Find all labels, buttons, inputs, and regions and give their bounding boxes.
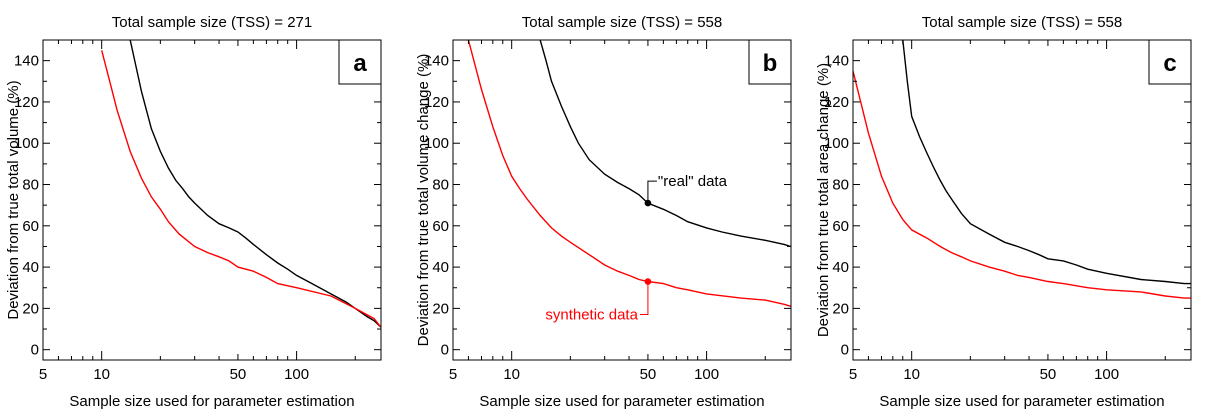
y-tick-label: 140 xyxy=(424,53,449,70)
y-tick-label: 60 xyxy=(832,218,849,235)
series-line-black xyxy=(902,40,1191,285)
y-tick-label: 80 xyxy=(832,177,849,194)
x-tick-label: 10 xyxy=(93,366,110,383)
y-tick-label: 0 xyxy=(31,342,39,359)
series-group xyxy=(101,40,381,328)
y-tick-label: 120 xyxy=(824,94,849,111)
panel-a: Total sample size (TSS) = 271 0 20 40 60 80 10… xyxy=(5,14,382,410)
series-group xyxy=(467,40,791,307)
x-tick-label: 50 xyxy=(640,366,657,383)
plot-frame xyxy=(452,39,792,361)
y-axis-label: Deviation from true total volume change … xyxy=(415,54,432,347)
panel-b: Total sample size (TSS) = 558 0 20 40 60 80 10… xyxy=(415,14,792,410)
y-tick-label: 100 xyxy=(824,135,849,152)
panel-label-box xyxy=(748,39,792,85)
real-data-leader xyxy=(647,180,657,204)
panel-title: Total sample size (TSS) = 558 xyxy=(522,14,723,31)
panel-c: Total sample size (TSS) = 558 0 20 40 60 80 10… xyxy=(815,14,1192,410)
synthetic-data-leader xyxy=(639,281,649,316)
panel-label: c xyxy=(1163,50,1176,77)
plot-frame xyxy=(42,39,382,361)
y-tick-label: 140 xyxy=(824,53,849,70)
series-group xyxy=(853,40,1191,299)
y-tick-label: 40 xyxy=(832,259,849,276)
panel-title: Total sample size (TSS) = 271 xyxy=(112,14,313,31)
x-tick-label: 10 xyxy=(503,366,520,383)
y-tick-label: 0 xyxy=(441,342,449,359)
x-axis-label: Sample size used for parameter estimatio… xyxy=(879,393,1164,410)
x-tick-label: 10 xyxy=(903,366,920,383)
y-tick-label: 140 xyxy=(14,53,39,70)
x-tick-label: 100 xyxy=(694,366,719,383)
y-tick-label: 20 xyxy=(432,300,449,317)
x-tick-label: 5 xyxy=(849,366,857,383)
y-tick-label: 60 xyxy=(22,218,39,235)
panel-label-box xyxy=(1148,39,1192,85)
plot-frame xyxy=(852,39,1192,361)
series-line-red xyxy=(853,70,1191,299)
y-tick-label: 40 xyxy=(22,259,39,276)
x-axis-label: Sample size used for parameter estimatio… xyxy=(69,393,354,410)
x-tick-label: 50 xyxy=(1040,366,1057,383)
y-tick-label: 80 xyxy=(432,177,449,194)
y-tick-label: 100 xyxy=(14,135,39,152)
y-tick-label: 20 xyxy=(22,300,39,317)
y-axis-label: Deviation from true total area change (%… xyxy=(815,63,832,337)
panel-title: Total sample size (TSS) = 558 xyxy=(922,14,1123,31)
panel-label-box xyxy=(338,39,382,85)
x-tick-label: 5 xyxy=(449,366,457,383)
y-tick-label: 40 xyxy=(432,259,449,276)
x-tick-label: 5 xyxy=(39,366,47,383)
y-tick-label: 80 xyxy=(22,177,39,194)
y-tick-label: 120 xyxy=(424,94,449,111)
x-axis-label: Sample size used for parameter estimatio… xyxy=(479,393,764,410)
x-tick-label: 100 xyxy=(284,366,309,383)
panel-label: a xyxy=(353,50,367,77)
series-line-red xyxy=(101,50,381,328)
series-line-black xyxy=(539,40,791,248)
y-tick-label: 120 xyxy=(14,94,39,111)
y-tick-label: 0 xyxy=(841,342,849,359)
synthetic-data-annotation: synthetic data xyxy=(545,307,638,324)
series-line-red xyxy=(467,40,791,307)
series-line-black xyxy=(129,40,381,328)
y-axis-label: Deviation from true total volume (%) xyxy=(5,80,22,319)
y-tick-label: 20 xyxy=(832,300,849,317)
x-tick-label: 100 xyxy=(1094,366,1119,383)
y-tick-label: 100 xyxy=(424,135,449,152)
y-tick-label: 60 xyxy=(432,218,449,235)
x-tick-label: 50 xyxy=(230,366,247,383)
real-data-annotation: "real" data xyxy=(658,173,728,190)
panel-label: b xyxy=(763,50,778,77)
